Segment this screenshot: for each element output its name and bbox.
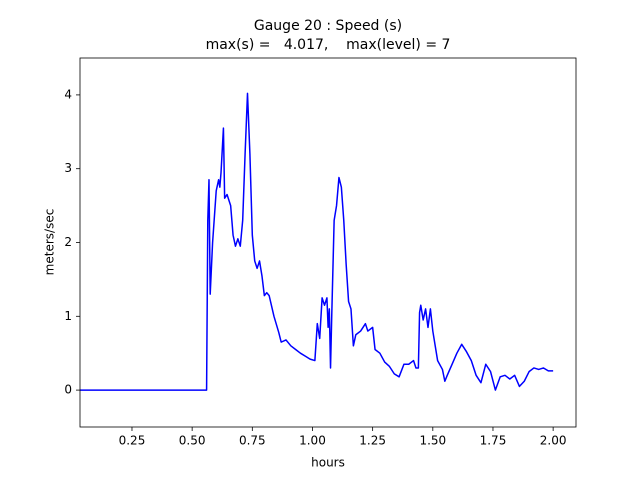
y-tick-label: 1	[64, 309, 72, 323]
y-tick-label: 2	[64, 235, 72, 249]
x-tick-label: 1.50	[419, 434, 446, 448]
plot-frame	[79, 57, 577, 428]
y-tick-label: 4	[64, 87, 72, 101]
x-tick-label: 0.75	[239, 434, 266, 448]
y-tick-label: 3	[64, 161, 72, 175]
x-tick-label: 2.00	[540, 434, 567, 448]
y-tick-label: 0	[64, 383, 72, 397]
y-axis-label: meters/sec	[43, 209, 57, 276]
x-tick-label: 1.25	[359, 434, 386, 448]
chart-title: Gauge 20 : Speed (s)	[254, 18, 402, 34]
x-tick-label: 1.75	[480, 434, 507, 448]
x-tick-label: 0.25	[119, 434, 146, 448]
x-tick-label: 0.50	[179, 434, 206, 448]
x-tick-label: 1.00	[299, 434, 326, 448]
line-series	[80, 92, 554, 391]
chart-subtitle: max(s) = 4.017, max(level) = 7	[206, 37, 451, 53]
x-axis-label: hours	[311, 456, 345, 470]
